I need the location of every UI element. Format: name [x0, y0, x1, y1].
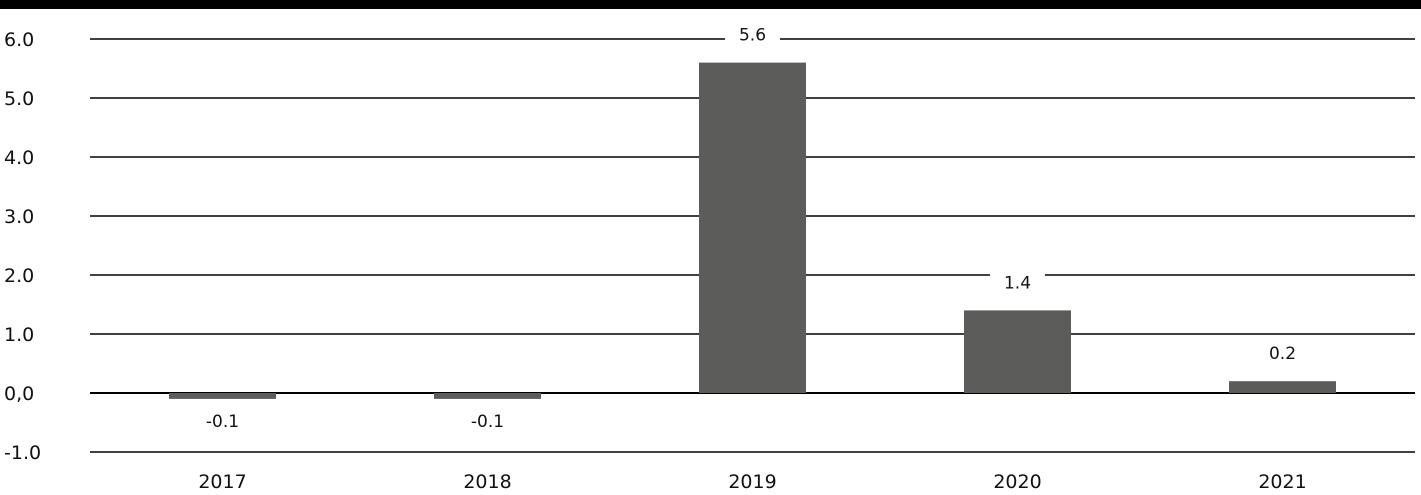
- y-tick-label: -1.0: [4, 442, 41, 464]
- y-tick-label: 3.0: [4, 206, 34, 228]
- x-axis-tick-labels: 2017 2018 2019 2020 2021: [198, 471, 1306, 493]
- bar-2018: [434, 393, 541, 399]
- data-label-bg-2020: [990, 270, 1045, 297]
- x-tick-label-2019: 2019: [728, 471, 776, 493]
- bar-2021: [1229, 381, 1336, 393]
- bar-2020: [964, 310, 1071, 393]
- y-tick-label: 6.0: [4, 29, 34, 51]
- data-label-bg-2019: [725, 22, 780, 49]
- x-tick-label-2017: 2017: [198, 471, 246, 493]
- y-tick-label: 2.0: [4, 265, 34, 287]
- y-axis-tick-labels: 6.0 5.0 4.0 3.0 2.0 1.0 0,0 -1.0: [4, 29, 41, 464]
- y-tick-label: 5.0: [4, 88, 34, 110]
- x-tick-label-2020: 2020: [993, 471, 1041, 493]
- top-rule: [0, 0, 1421, 9]
- y-tick-label: 1.0: [4, 324, 34, 346]
- data-label-bg-2021: [1255, 341, 1310, 368]
- bar-2017: [169, 393, 276, 399]
- data-labels: -0.1 -0.1 5.6 1.4 0.2: [206, 22, 1310, 432]
- data-label-2021: 0.2: [1269, 344, 1296, 364]
- x-tick-label-2021: 2021: [1258, 471, 1306, 493]
- bar-2019: [699, 62, 806, 393]
- y-tick-label: 4.0: [4, 147, 34, 169]
- data-label-2018: -0.1: [471, 412, 504, 432]
- x-tick-label-2018: 2018: [463, 471, 511, 493]
- data-label-2019: 5.6: [739, 26, 766, 46]
- data-label-2017: -0.1: [206, 412, 239, 432]
- bars: [169, 62, 1336, 399]
- data-label-2020: 1.4: [1004, 273, 1031, 293]
- y-tick-label: 0,0: [4, 383, 34, 405]
